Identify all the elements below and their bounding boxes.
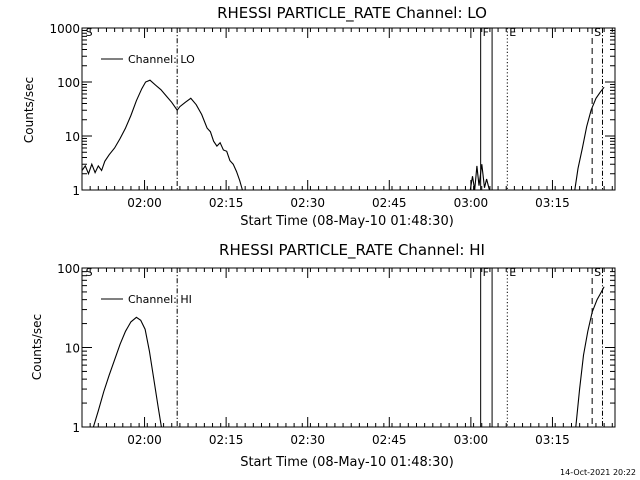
x-tick-label: 02:45: [372, 433, 407, 447]
axes-frame: [81, 267, 616, 428]
x-tick-label: 02:00: [127, 196, 162, 210]
event-marker-label: F: [483, 26, 489, 39]
series-line-segment: [574, 86, 605, 191]
x-tick-label: 02:30: [290, 196, 325, 210]
chart-title-lo: RHESSI PARTICLE_RATE Channel: LO: [217, 4, 487, 23]
y-tick-label: 100: [57, 262, 80, 276]
x-axis-label-lo: Start Time (08-May-10 01:48:30): [240, 214, 454, 229]
x-tick-label: 03:00: [454, 433, 489, 447]
y-tick-label: 100: [57, 76, 80, 90]
event-marker-label: E: [509, 26, 516, 39]
y-axis-label-hi: Counts/sec: [30, 314, 44, 380]
chart-title-hi: RHESSI PARTICLE_RATE Channel: HI: [219, 241, 485, 260]
x-axis-label-hi: Start Time (08-May-10 01:48:30): [240, 455, 454, 470]
event-marker-label: E: [509, 266, 516, 279]
series-line-segment: [81, 79, 243, 191]
x-tick-label: 03:15: [535, 433, 570, 447]
y-tick-label: 1000: [49, 22, 80, 36]
axes-frame: [81, 27, 616, 191]
legend-label: Channel: HI: [128, 293, 192, 306]
event-marker-label: F: [483, 266, 489, 279]
y-tick-label: 1: [72, 421, 80, 435]
footer-timestamp: 14-Oct-2021 20:22: [560, 468, 636, 477]
x-tick-label: 02:15: [209, 196, 244, 210]
event-marker-label: S: [594, 266, 601, 279]
event-marker-label: S: [86, 26, 93, 39]
event-marker-label: S: [594, 26, 601, 39]
x-tick-label: 02:45: [372, 196, 407, 210]
x-tick-label: 02:00: [127, 433, 162, 447]
x-tick-label: 03:15: [535, 196, 570, 210]
y-tick-label: 10: [65, 130, 80, 144]
y-tick-label: 10: [65, 342, 80, 356]
x-tick-label: 02:15: [209, 433, 244, 447]
event-marker-label: S: [86, 266, 93, 279]
y-tick-label: 1: [72, 184, 80, 198]
legend-label: Channel: LO: [128, 53, 195, 66]
x-tick-label: 02:30: [290, 433, 325, 447]
y-axis-label-lo: Counts/sec: [22, 77, 36, 143]
plot-area-hi: 1 10 100 02:00 02:15 02:30 02:45 03:00 03:15 S F E S…: [57, 262, 616, 447]
lo-channel-panel: RHESSI PARTICLE_RATE Channel: LO Counts/…: [22, 4, 616, 229]
series-line-segment: [575, 286, 605, 428]
x-tick-label: 03:00: [454, 196, 489, 210]
hi-channel-panel: RHESSI PARTICLE_RATE Channel: HI Counts/…: [30, 241, 616, 470]
series-line-segment: [92, 316, 162, 428]
plot-area-lo: 1 10 100 1000 02:00 02:15 02:30 02:45 03:00 03:15…: [49, 22, 616, 210]
series-line-segment: [469, 164, 490, 191]
